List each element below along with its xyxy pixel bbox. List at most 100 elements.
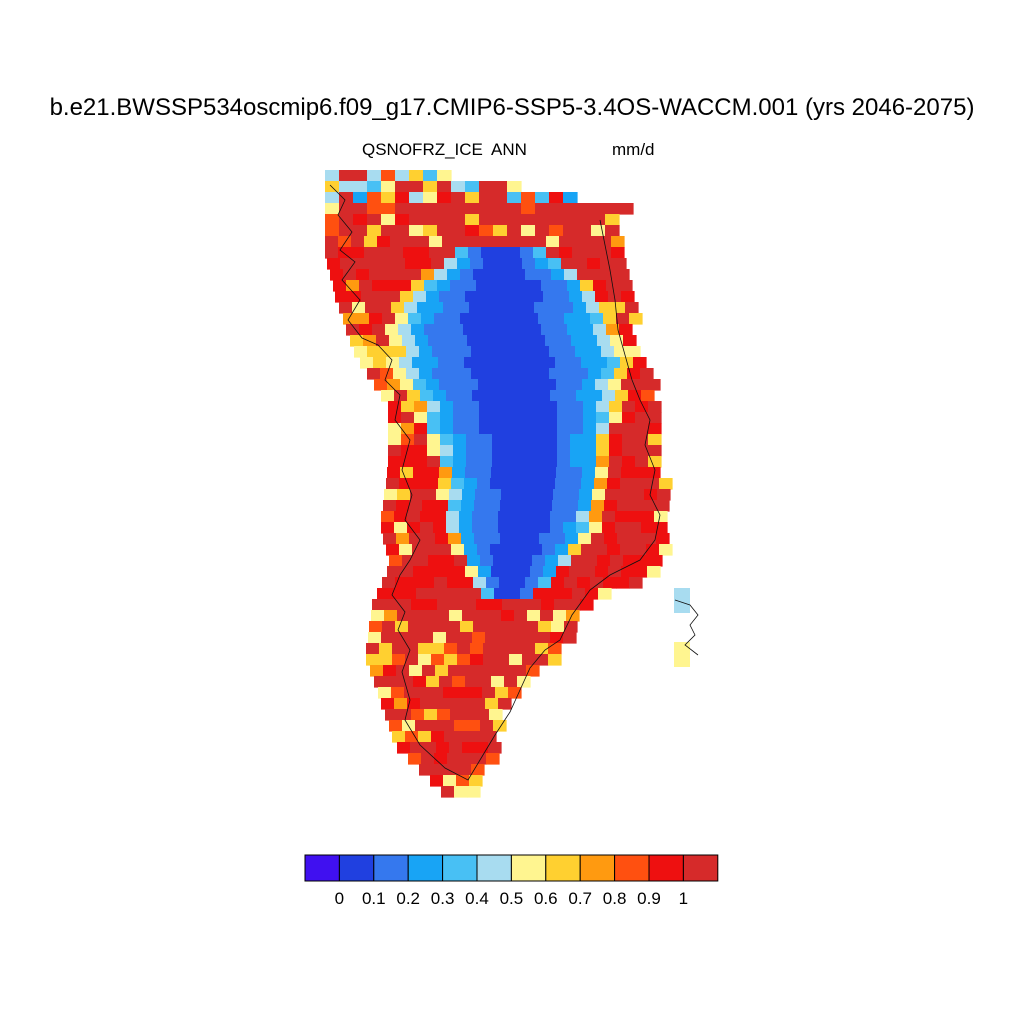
- field-cell: [486, 621, 500, 633]
- field-cell: [604, 533, 618, 545]
- field-cell: [506, 555, 520, 567]
- field-cell: [381, 522, 395, 534]
- field-cell: [421, 753, 435, 765]
- field-cell: [563, 632, 577, 644]
- field-cell: [351, 236, 365, 248]
- field-cell: [468, 588, 482, 600]
- field-cell: [410, 610, 424, 622]
- field-cell: [635, 412, 649, 424]
- field-cell: [641, 390, 655, 402]
- field-cell: [466, 423, 480, 435]
- field-cell: [469, 687, 483, 699]
- field-cell: [394, 632, 408, 644]
- field-cell: [425, 544, 439, 556]
- field-cell: [423, 742, 437, 754]
- field-cell: [449, 489, 463, 501]
- field-cell: [542, 544, 556, 556]
- field-cell: [333, 280, 347, 292]
- field-cell: [491, 467, 505, 479]
- field-cell: [567, 324, 581, 336]
- field-cell: [511, 511, 525, 523]
- field-cell: [338, 247, 352, 259]
- field-cell: [432, 368, 446, 380]
- field-cell: [505, 434, 519, 446]
- field-cell: [513, 500, 527, 512]
- field-cell: [556, 379, 570, 391]
- field-cell: [551, 577, 565, 589]
- field-cell: [339, 192, 354, 204]
- field-cell: [586, 302, 600, 314]
- field-cell: [492, 445, 506, 457]
- field-cell: [385, 324, 399, 336]
- field-cell: [619, 203, 634, 215]
- field-cell: [464, 544, 478, 556]
- field-cell: [508, 302, 522, 314]
- field-cell: [433, 390, 447, 402]
- field-cell: [395, 192, 410, 204]
- field-cell: [426, 676, 440, 688]
- field-cell: [387, 566, 401, 578]
- field-cell: [485, 522, 499, 534]
- field-cell: [530, 467, 544, 479]
- field-cell: [525, 269, 539, 281]
- field-cell: [596, 456, 610, 468]
- field-cell: [428, 555, 442, 567]
- field-cell: [535, 225, 550, 237]
- field-cell: [454, 720, 468, 732]
- field-cell: [503, 478, 517, 490]
- field-cell: [622, 445, 636, 457]
- field-cell: [572, 247, 586, 259]
- field-cell: [422, 665, 436, 677]
- field-cell: [595, 467, 609, 479]
- field-cell: [439, 291, 453, 303]
- field-cell: [541, 599, 555, 611]
- field-cell: [381, 632, 395, 644]
- field-cell: [459, 511, 473, 523]
- field-cell: [388, 445, 402, 457]
- field-cell: [431, 731, 445, 743]
- field-cell: [530, 379, 544, 391]
- field-cell: [461, 500, 475, 512]
- field-cell: [531, 445, 545, 457]
- field-cell: [562, 346, 576, 358]
- field-cell: [557, 456, 571, 468]
- field-cell: [412, 357, 426, 369]
- field-cell: [473, 577, 487, 589]
- field-cell: [400, 379, 414, 391]
- field-cell: [603, 269, 617, 281]
- field-cell: [401, 423, 415, 435]
- field-cell: [456, 302, 470, 314]
- field-cell: [525, 577, 539, 589]
- field-cell: [429, 236, 443, 248]
- field-cell: [505, 456, 519, 468]
- field-cell: [539, 533, 553, 545]
- colorbar-tick-label: 0.5: [500, 889, 524, 908]
- field-cell: [654, 522, 668, 534]
- field-cell: [447, 753, 461, 765]
- field-cell: [392, 258, 406, 270]
- field-cell: [636, 555, 650, 567]
- field-cell: [377, 247, 391, 259]
- field-cell: [443, 687, 457, 699]
- field-cell: [551, 269, 565, 281]
- field-cell: [403, 247, 417, 259]
- field-cell: [448, 665, 462, 677]
- field-cell: [597, 555, 611, 567]
- field-cell: [470, 643, 484, 655]
- field-cell: [451, 478, 465, 490]
- field-cell: [476, 280, 490, 292]
- field-cell: [504, 291, 518, 303]
- field-cell: [395, 577, 409, 589]
- field-cell: [563, 214, 578, 226]
- field-cell: [525, 313, 539, 325]
- field-cell: [391, 302, 405, 314]
- field-cell: [631, 489, 645, 501]
- field-cell: [390, 588, 404, 600]
- field-cell: [496, 258, 510, 270]
- field-cell: [483, 654, 497, 666]
- field-cell: [387, 676, 401, 688]
- field-cell: [535, 214, 550, 226]
- field-cell: [577, 269, 591, 281]
- field-cell: [531, 434, 545, 446]
- field-cell: [643, 533, 657, 545]
